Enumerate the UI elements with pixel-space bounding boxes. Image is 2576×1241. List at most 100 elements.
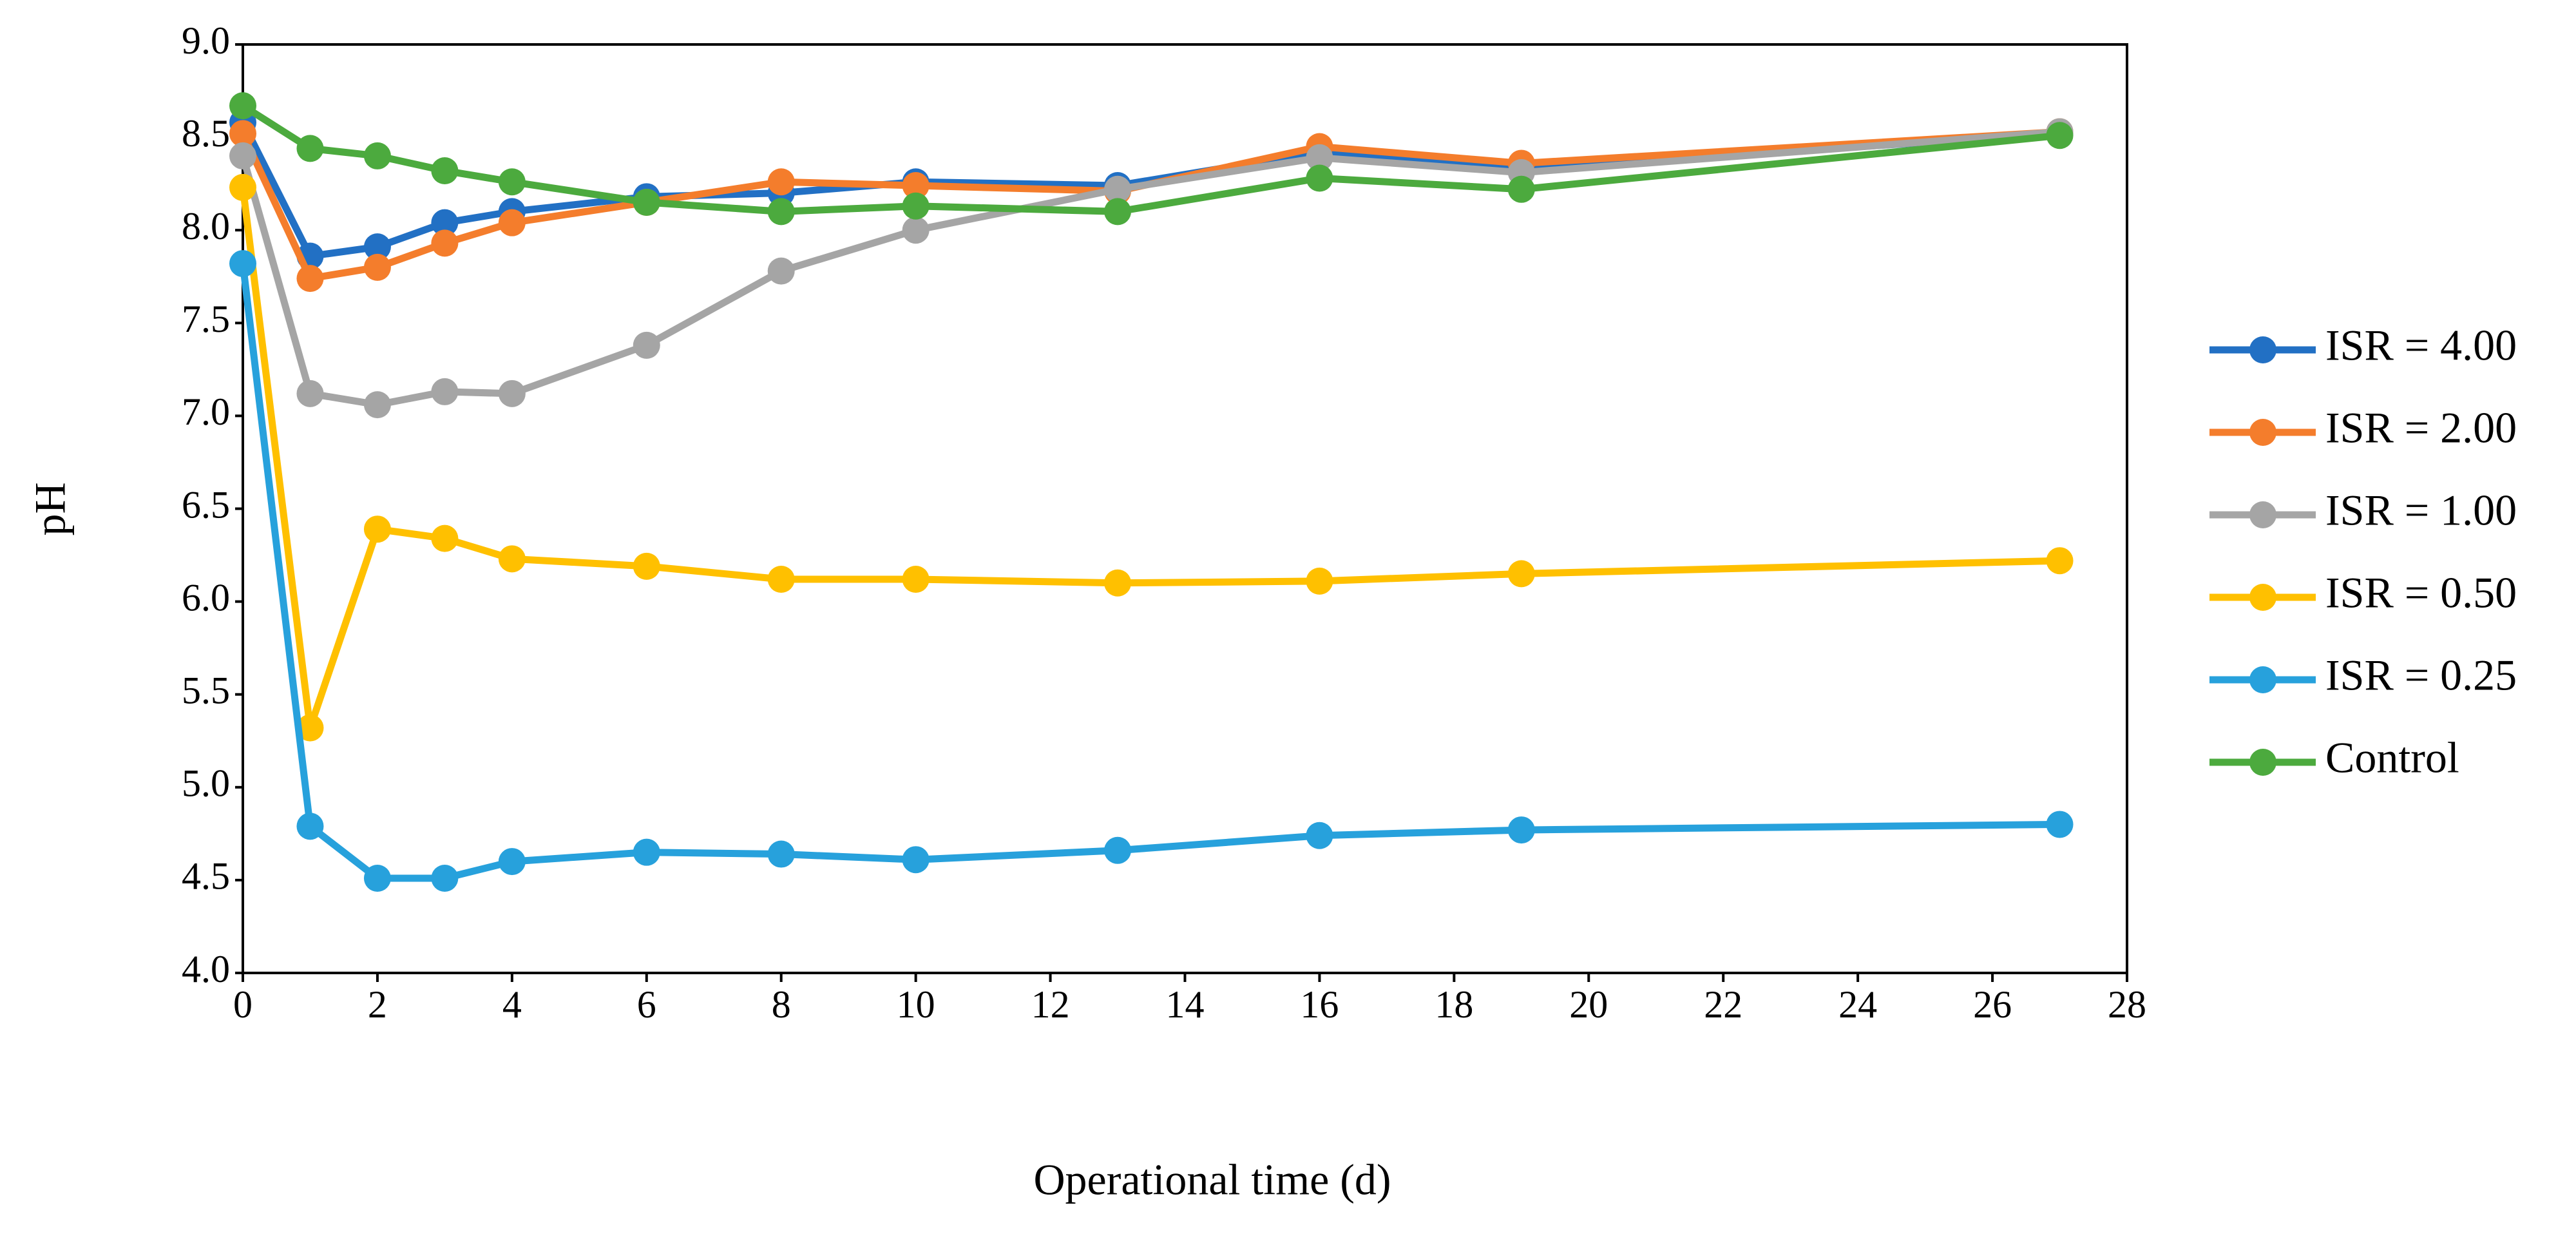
x-tick-label: 16 — [1300, 983, 1339, 1026]
data-point — [229, 173, 256, 201]
data-point — [1507, 560, 1535, 588]
data-point — [767, 840, 795, 868]
data-point — [431, 229, 459, 257]
x-tick-label: 24 — [1838, 983, 1877, 1026]
data-point — [498, 848, 526, 876]
data-point — [767, 168, 795, 196]
y-tick-label: 8.0 — [182, 205, 230, 247]
data-point — [2046, 547, 2074, 575]
data-point — [767, 198, 795, 226]
data-point — [902, 172, 930, 200]
x-tick-label: 10 — [897, 983, 935, 1026]
series-line — [239, 263, 2060, 882]
y-tick-label: 4.0 — [182, 948, 230, 990]
series-line — [241, 102, 2061, 215]
legend-marker — [2249, 666, 2276, 693]
data-point — [498, 168, 526, 196]
data-point — [296, 714, 324, 742]
data-point — [229, 250, 256, 278]
x-tick-label: 6 — [637, 983, 656, 1026]
legend-label: ISR = 4.00 — [2325, 321, 2517, 370]
data-point — [1104, 175, 1132, 203]
data-point — [431, 157, 459, 184]
data-point — [902, 192, 930, 220]
data-point — [296, 813, 324, 840]
data-point — [1306, 164, 1333, 192]
legend-label: ISR = 0.25 — [2325, 651, 2517, 700]
data-point — [498, 545, 526, 573]
x-tick-label: 28 — [2108, 983, 2146, 1026]
data-point — [633, 838, 660, 866]
data-point — [1104, 836, 1132, 864]
data-point — [902, 566, 930, 593]
x-axis-title: Operational time (d) — [1033, 1155, 1391, 1204]
data-point — [363, 865, 391, 892]
x-tick-label: 22 — [1704, 983, 1742, 1026]
x-tick-label: 20 — [1569, 983, 1608, 1026]
legend-marker — [2249, 584, 2276, 611]
x-tick-label: 2 — [368, 983, 387, 1026]
data-point — [296, 135, 324, 162]
data-point — [1507, 175, 1535, 203]
x-tick-label: 0 — [233, 983, 253, 1026]
data-point — [431, 524, 459, 552]
legend-marker — [2249, 501, 2276, 528]
data-point — [431, 378, 459, 405]
y-tick-label: 8.5 — [182, 112, 230, 155]
data-point — [633, 188, 660, 216]
x-tick-label: 26 — [1973, 983, 2012, 1026]
data-point — [498, 209, 526, 236]
data-point — [1104, 569, 1132, 597]
data-point — [363, 142, 391, 169]
data-point — [2046, 122, 2074, 149]
y-tick-label: 9.0 — [182, 19, 230, 62]
data-point — [1306, 567, 1333, 595]
data-point — [1507, 816, 1535, 844]
x-tick-label: 4 — [502, 983, 522, 1026]
y-axis-title: pH — [26, 482, 75, 535]
data-point — [2046, 811, 2074, 838]
data-point — [363, 233, 391, 261]
y-tick-label: 6.0 — [182, 576, 230, 619]
data-point — [1306, 822, 1333, 849]
data-point — [296, 265, 324, 293]
x-tick-label: 14 — [1166, 983, 1205, 1026]
data-point — [1104, 198, 1132, 226]
y-tick-label: 7.5 — [182, 298, 230, 340]
legend-marker — [2249, 749, 2276, 776]
x-tick-label: 12 — [1031, 983, 1070, 1026]
data-point — [229, 142, 256, 169]
y-tick-label: 6.5 — [182, 483, 230, 526]
data-point — [902, 846, 930, 874]
legend-label: ISR = 1.00 — [2325, 486, 2517, 535]
y-tick-label: 7.0 — [182, 390, 230, 433]
data-point — [229, 120, 256, 148]
data-point — [431, 865, 459, 892]
y-tick-label: 4.5 — [182, 855, 230, 898]
data-point — [498, 380, 526, 407]
data-point — [902, 216, 930, 244]
legend-label: ISR = 2.00 — [2325, 403, 2517, 452]
data-point — [363, 253, 391, 281]
legend-label: ISR = 0.50 — [2325, 568, 2517, 617]
legend-label: Control — [2325, 733, 2459, 782]
data-point — [229, 92, 256, 120]
data-point — [767, 566, 795, 593]
y-tick-label: 5.0 — [182, 762, 230, 805]
data-point — [633, 331, 660, 359]
series-line — [239, 187, 2060, 732]
x-tick-label: 18 — [1435, 983, 1473, 1026]
data-point — [296, 380, 324, 407]
data-point — [363, 391, 391, 419]
data-point — [633, 552, 660, 580]
data-point — [1306, 144, 1333, 171]
data-point — [363, 515, 391, 543]
x-tick-label: 8 — [772, 983, 791, 1026]
legend-marker — [2249, 336, 2276, 363]
data-point — [767, 257, 795, 285]
legend-marker — [2249, 419, 2276, 446]
y-tick-label: 5.5 — [182, 669, 230, 711]
data-point — [431, 209, 459, 236]
